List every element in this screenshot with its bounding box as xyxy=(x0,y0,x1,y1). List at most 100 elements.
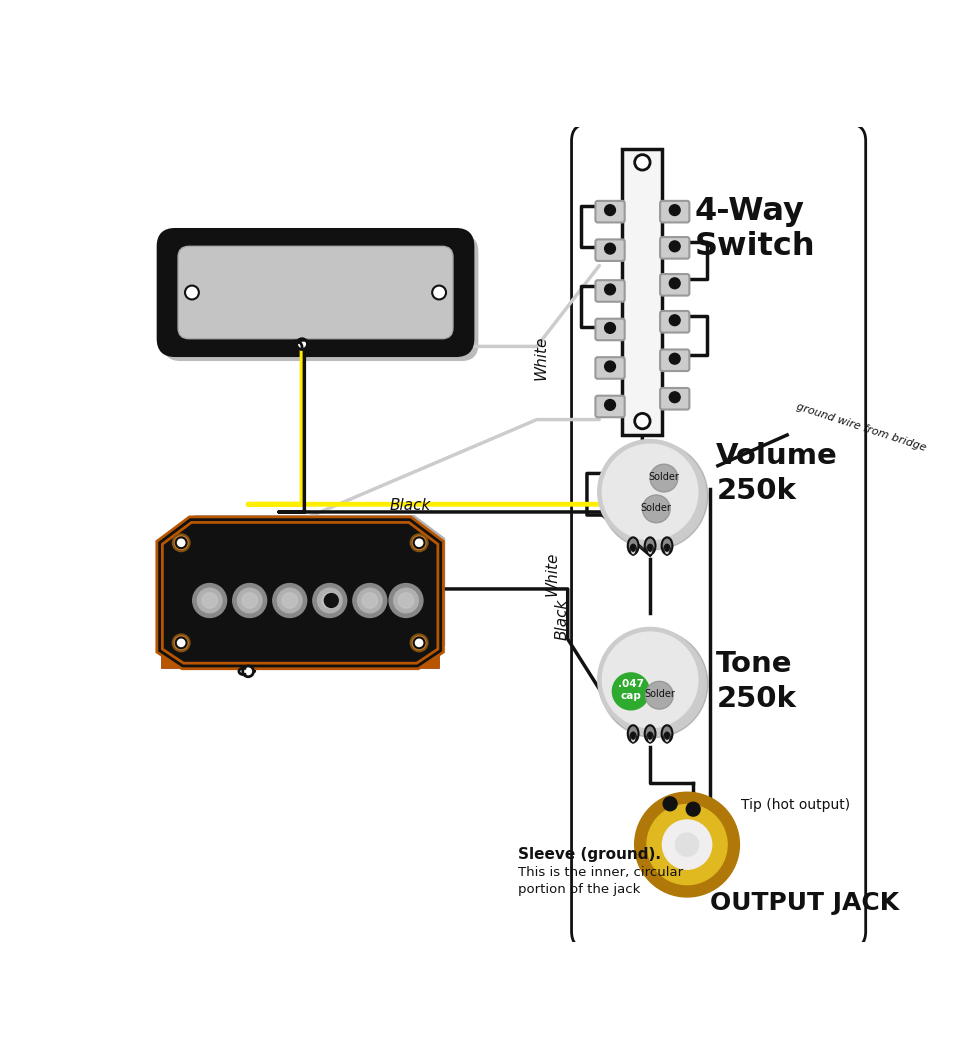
Circle shape xyxy=(363,592,377,608)
Ellipse shape xyxy=(628,537,639,554)
Circle shape xyxy=(669,241,680,252)
Text: OUTPUT JACK: OUTPUT JACK xyxy=(710,891,900,915)
Text: ground wire from bridge: ground wire from bridge xyxy=(795,401,927,453)
Circle shape xyxy=(398,592,414,608)
Circle shape xyxy=(233,584,267,618)
Bar xyxy=(622,148,662,435)
Circle shape xyxy=(297,339,308,349)
Circle shape xyxy=(598,439,703,544)
Circle shape xyxy=(669,315,680,326)
Text: Tone
250k: Tone 250k xyxy=(716,650,797,713)
Circle shape xyxy=(647,804,727,884)
Ellipse shape xyxy=(662,537,672,554)
Circle shape xyxy=(242,592,258,608)
FancyBboxPatch shape xyxy=(164,235,478,361)
Text: Solder: Solder xyxy=(641,504,671,513)
Ellipse shape xyxy=(647,544,654,555)
Circle shape xyxy=(646,681,673,709)
Circle shape xyxy=(643,495,670,523)
Text: 4-Way
Switch: 4-Way Switch xyxy=(695,197,815,262)
Circle shape xyxy=(389,584,423,618)
Text: White: White xyxy=(533,335,548,380)
Circle shape xyxy=(411,534,427,551)
Circle shape xyxy=(605,361,615,371)
Ellipse shape xyxy=(645,725,656,743)
Circle shape xyxy=(358,588,382,613)
Text: Solder: Solder xyxy=(644,690,675,699)
Circle shape xyxy=(197,588,222,613)
Circle shape xyxy=(322,592,337,608)
Text: .047
cap: .047 cap xyxy=(617,679,644,700)
Circle shape xyxy=(603,632,698,728)
Ellipse shape xyxy=(628,725,639,743)
FancyBboxPatch shape xyxy=(596,239,624,261)
Ellipse shape xyxy=(630,732,636,743)
Circle shape xyxy=(686,802,700,816)
Polygon shape xyxy=(165,515,445,661)
Circle shape xyxy=(411,635,427,652)
Circle shape xyxy=(662,820,711,870)
Ellipse shape xyxy=(648,545,652,551)
Ellipse shape xyxy=(631,733,635,740)
Circle shape xyxy=(663,797,677,810)
Circle shape xyxy=(237,588,262,613)
FancyBboxPatch shape xyxy=(596,318,624,341)
Circle shape xyxy=(675,833,699,856)
Circle shape xyxy=(185,286,199,299)
Ellipse shape xyxy=(630,544,636,555)
Circle shape xyxy=(324,594,338,607)
Text: portion of the jack: portion of the jack xyxy=(517,882,640,896)
Circle shape xyxy=(669,205,680,216)
Circle shape xyxy=(414,537,424,548)
Ellipse shape xyxy=(631,545,635,551)
Circle shape xyxy=(598,627,703,732)
Circle shape xyxy=(605,323,615,333)
Ellipse shape xyxy=(664,544,670,555)
Circle shape xyxy=(353,584,387,618)
Circle shape xyxy=(635,792,740,897)
Ellipse shape xyxy=(665,733,669,740)
Ellipse shape xyxy=(664,732,670,743)
Circle shape xyxy=(603,444,698,540)
Text: Volume
250k: Volume 250k xyxy=(716,442,838,505)
Circle shape xyxy=(272,584,307,618)
Polygon shape xyxy=(160,519,441,665)
Circle shape xyxy=(669,353,680,364)
Circle shape xyxy=(635,154,650,170)
Circle shape xyxy=(318,588,342,613)
Circle shape xyxy=(193,584,226,618)
Text: Solder: Solder xyxy=(649,472,679,482)
Circle shape xyxy=(313,584,347,618)
FancyBboxPatch shape xyxy=(596,396,624,417)
Circle shape xyxy=(669,391,680,403)
Circle shape xyxy=(175,537,186,548)
Circle shape xyxy=(635,414,650,428)
Circle shape xyxy=(172,534,190,551)
Circle shape xyxy=(243,665,254,677)
FancyBboxPatch shape xyxy=(596,201,624,222)
Circle shape xyxy=(394,588,418,613)
Text: Black: Black xyxy=(389,498,430,513)
FancyBboxPatch shape xyxy=(661,388,689,409)
Ellipse shape xyxy=(665,545,669,551)
Text: White: White xyxy=(545,551,560,596)
Circle shape xyxy=(650,464,678,492)
Ellipse shape xyxy=(662,725,672,743)
Circle shape xyxy=(175,638,186,649)
Text: Black: Black xyxy=(555,599,569,640)
Circle shape xyxy=(600,442,708,550)
Ellipse shape xyxy=(647,732,654,743)
FancyBboxPatch shape xyxy=(661,201,689,222)
FancyBboxPatch shape xyxy=(661,237,689,258)
Circle shape xyxy=(605,284,615,295)
Ellipse shape xyxy=(645,537,656,554)
Circle shape xyxy=(277,588,302,613)
Circle shape xyxy=(172,635,190,652)
Circle shape xyxy=(414,638,424,649)
Text: This is the inner, circular: This is the inner, circular xyxy=(517,865,683,879)
Circle shape xyxy=(600,630,708,737)
Polygon shape xyxy=(161,649,439,668)
Ellipse shape xyxy=(648,733,652,740)
Text: Tip (hot output): Tip (hot output) xyxy=(741,798,850,811)
Circle shape xyxy=(605,400,615,411)
